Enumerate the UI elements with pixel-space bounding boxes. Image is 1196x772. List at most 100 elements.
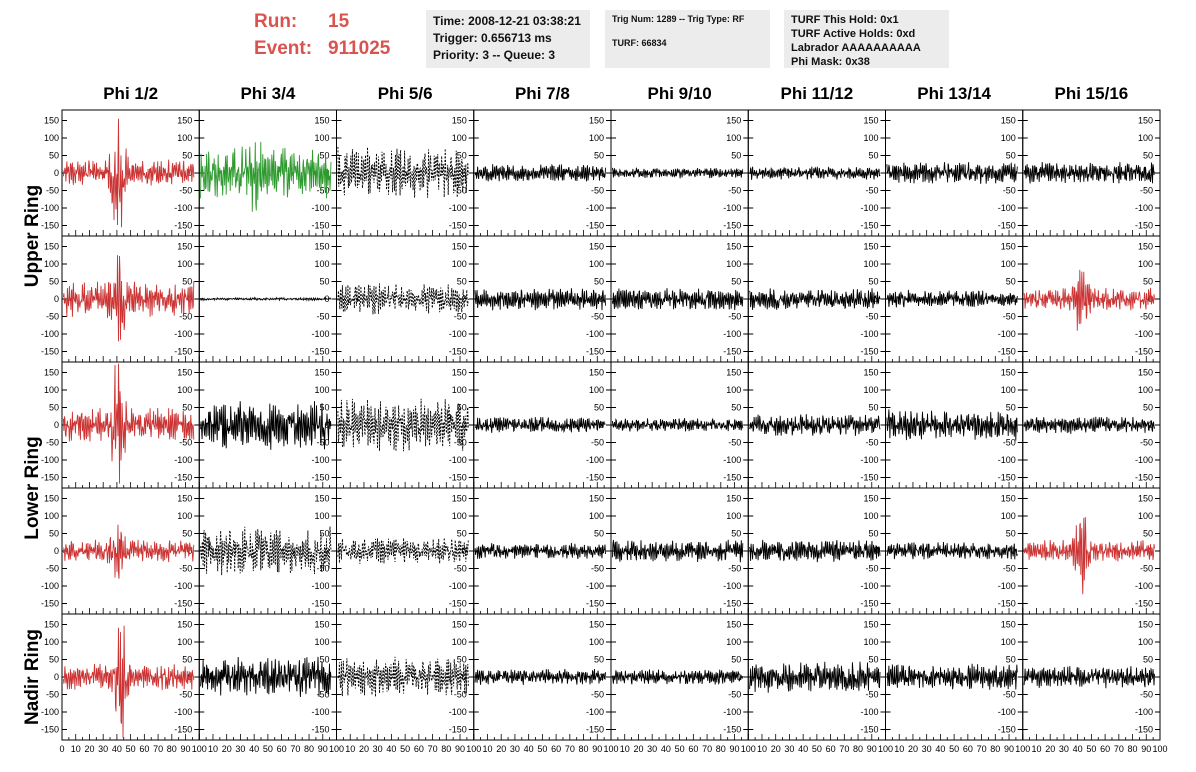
x-tick-label: 40: [798, 744, 808, 754]
y-tick-label: 50: [457, 655, 467, 665]
x-tick-label: 100: [329, 744, 344, 754]
waveform-trace: [1023, 161, 1155, 184]
y-tick-label: 50: [1143, 151, 1153, 161]
y-tick-label: 50: [1143, 655, 1153, 665]
x-tick-label: 10: [482, 744, 492, 754]
y-tick-label: -50: [454, 186, 467, 196]
waveform-grid-chart: Phi 1/2 Phi 3/4 Phi 5/6 Phi 7/8 Phi 9/10 Phi …: [22, 84, 1168, 754]
y-tick-label: 50: [594, 529, 604, 539]
y-tick-label: -150: [998, 347, 1016, 357]
y-tick-label: -150: [1135, 599, 1153, 609]
x-tick-label: 30: [647, 744, 657, 754]
y-tick-label: 50: [319, 277, 329, 287]
x-tick-label: 70: [153, 744, 163, 754]
waveform-trace: [200, 526, 332, 576]
y-tick-label: -100: [449, 707, 467, 717]
y-tick-label: 50: [319, 403, 329, 413]
y-tick-label: -150: [860, 221, 878, 231]
y-tick-label: -100: [449, 203, 467, 213]
y-tick-label: -150: [723, 221, 741, 231]
y-tick-label: 150: [726, 494, 741, 504]
column-header: Phi 9/10: [647, 84, 711, 103]
x-tick-label: 80: [304, 744, 314, 754]
y-tick-label: -50: [316, 438, 329, 448]
x-tick-label: 0: [59, 744, 64, 754]
waveform-trace: [62, 363, 195, 484]
y-tick-label: -100: [723, 329, 741, 339]
x-tick-label: 20: [908, 744, 918, 754]
y-tick-label: -50: [728, 186, 741, 196]
y-tick-label: -150: [449, 221, 467, 231]
y-tick-label: -100: [998, 707, 1016, 717]
y-tick-label: 100: [726, 259, 741, 269]
y-tick-label: 0: [462, 294, 467, 304]
y-tick-label: 150: [44, 368, 59, 378]
y-tick-label: 0: [54, 546, 59, 556]
y-tick-label: 0: [873, 294, 878, 304]
y-tick-label: -150: [311, 473, 329, 483]
y-tick-label: -100: [723, 203, 741, 213]
column-header: Phi 3/4: [240, 84, 295, 103]
x-tick-label: 70: [428, 744, 438, 754]
y-tick-label: 150: [589, 242, 604, 252]
x-tick-label: 10: [757, 744, 767, 754]
y-tick-label: 100: [1138, 511, 1153, 521]
x-tick-label: 30: [510, 744, 520, 754]
y-tick-label: -150: [41, 473, 59, 483]
y-tick-label: 100: [44, 637, 59, 647]
y-tick-label: 150: [177, 368, 192, 378]
y-tick-label: -150: [311, 725, 329, 735]
y-tick-label: -100: [586, 203, 604, 213]
y-tick-label: 50: [594, 655, 604, 665]
y-tick-label: -50: [728, 690, 741, 700]
y-tick-label: 0: [54, 168, 59, 178]
waveform-trace: [200, 141, 332, 212]
y-tick-label: 150: [314, 368, 329, 378]
y-tick-label: 100: [1138, 637, 1153, 647]
y-tick-label: -50: [46, 186, 59, 196]
y-tick-label: -100: [1135, 203, 1153, 213]
y-tick-label: 150: [44, 494, 59, 504]
x-tick-label: 100: [878, 744, 893, 754]
y-tick-label: 150: [177, 494, 192, 504]
y-tick-label: -50: [1003, 690, 1016, 700]
x-tick-label: 40: [386, 744, 396, 754]
run-value: 15: [328, 11, 350, 32]
y-tick-label: 150: [44, 242, 59, 252]
y-tick-label: 150: [1138, 368, 1153, 378]
y-tick-label: 50: [731, 151, 741, 161]
y-tick-label: -150: [586, 599, 604, 609]
row-label: Nadir Ring: [22, 629, 43, 725]
y-tick-label: 150: [726, 242, 741, 252]
y-tick-label: -150: [998, 725, 1016, 735]
y-tick-label: -50: [591, 564, 604, 574]
y-tick-label: -150: [449, 473, 467, 483]
x-tick-label: 80: [716, 744, 726, 754]
x-tick-label: 80: [167, 744, 177, 754]
y-tick-label: 50: [868, 151, 878, 161]
y-tick-label: 50: [731, 529, 741, 539]
x-tick-label: 70: [702, 744, 712, 754]
y-tick-label: -50: [728, 564, 741, 574]
y-tick-label: -50: [179, 438, 192, 448]
y-tick-label: -150: [449, 347, 467, 357]
y-tick-label: 100: [1001, 133, 1016, 143]
y-tick-label: 50: [319, 529, 329, 539]
x-tick-label: 100: [603, 744, 618, 754]
y-tick-label: -100: [449, 455, 467, 465]
y-tick-label: 150: [1001, 116, 1016, 126]
y-tick-label: -150: [174, 347, 192, 357]
y-tick-label: -150: [41, 221, 59, 231]
waveform-trace: [886, 663, 1018, 690]
y-tick-label: 50: [1006, 529, 1016, 539]
event-row: Event: 911025: [254, 35, 390, 62]
y-tick-label: -100: [586, 707, 604, 717]
waveform-trace: [474, 288, 606, 311]
y-tick-label: 150: [863, 620, 878, 630]
x-tick-label: 80: [579, 744, 589, 754]
y-tick-label: -100: [586, 455, 604, 465]
y-tick-label: 150: [44, 620, 59, 630]
y-tick-label: 100: [1138, 133, 1153, 143]
trig-num-box: Trig Num: 1289 -- Trig Type: RF TURF: 66…: [605, 10, 770, 68]
y-tick-label: -150: [449, 725, 467, 735]
